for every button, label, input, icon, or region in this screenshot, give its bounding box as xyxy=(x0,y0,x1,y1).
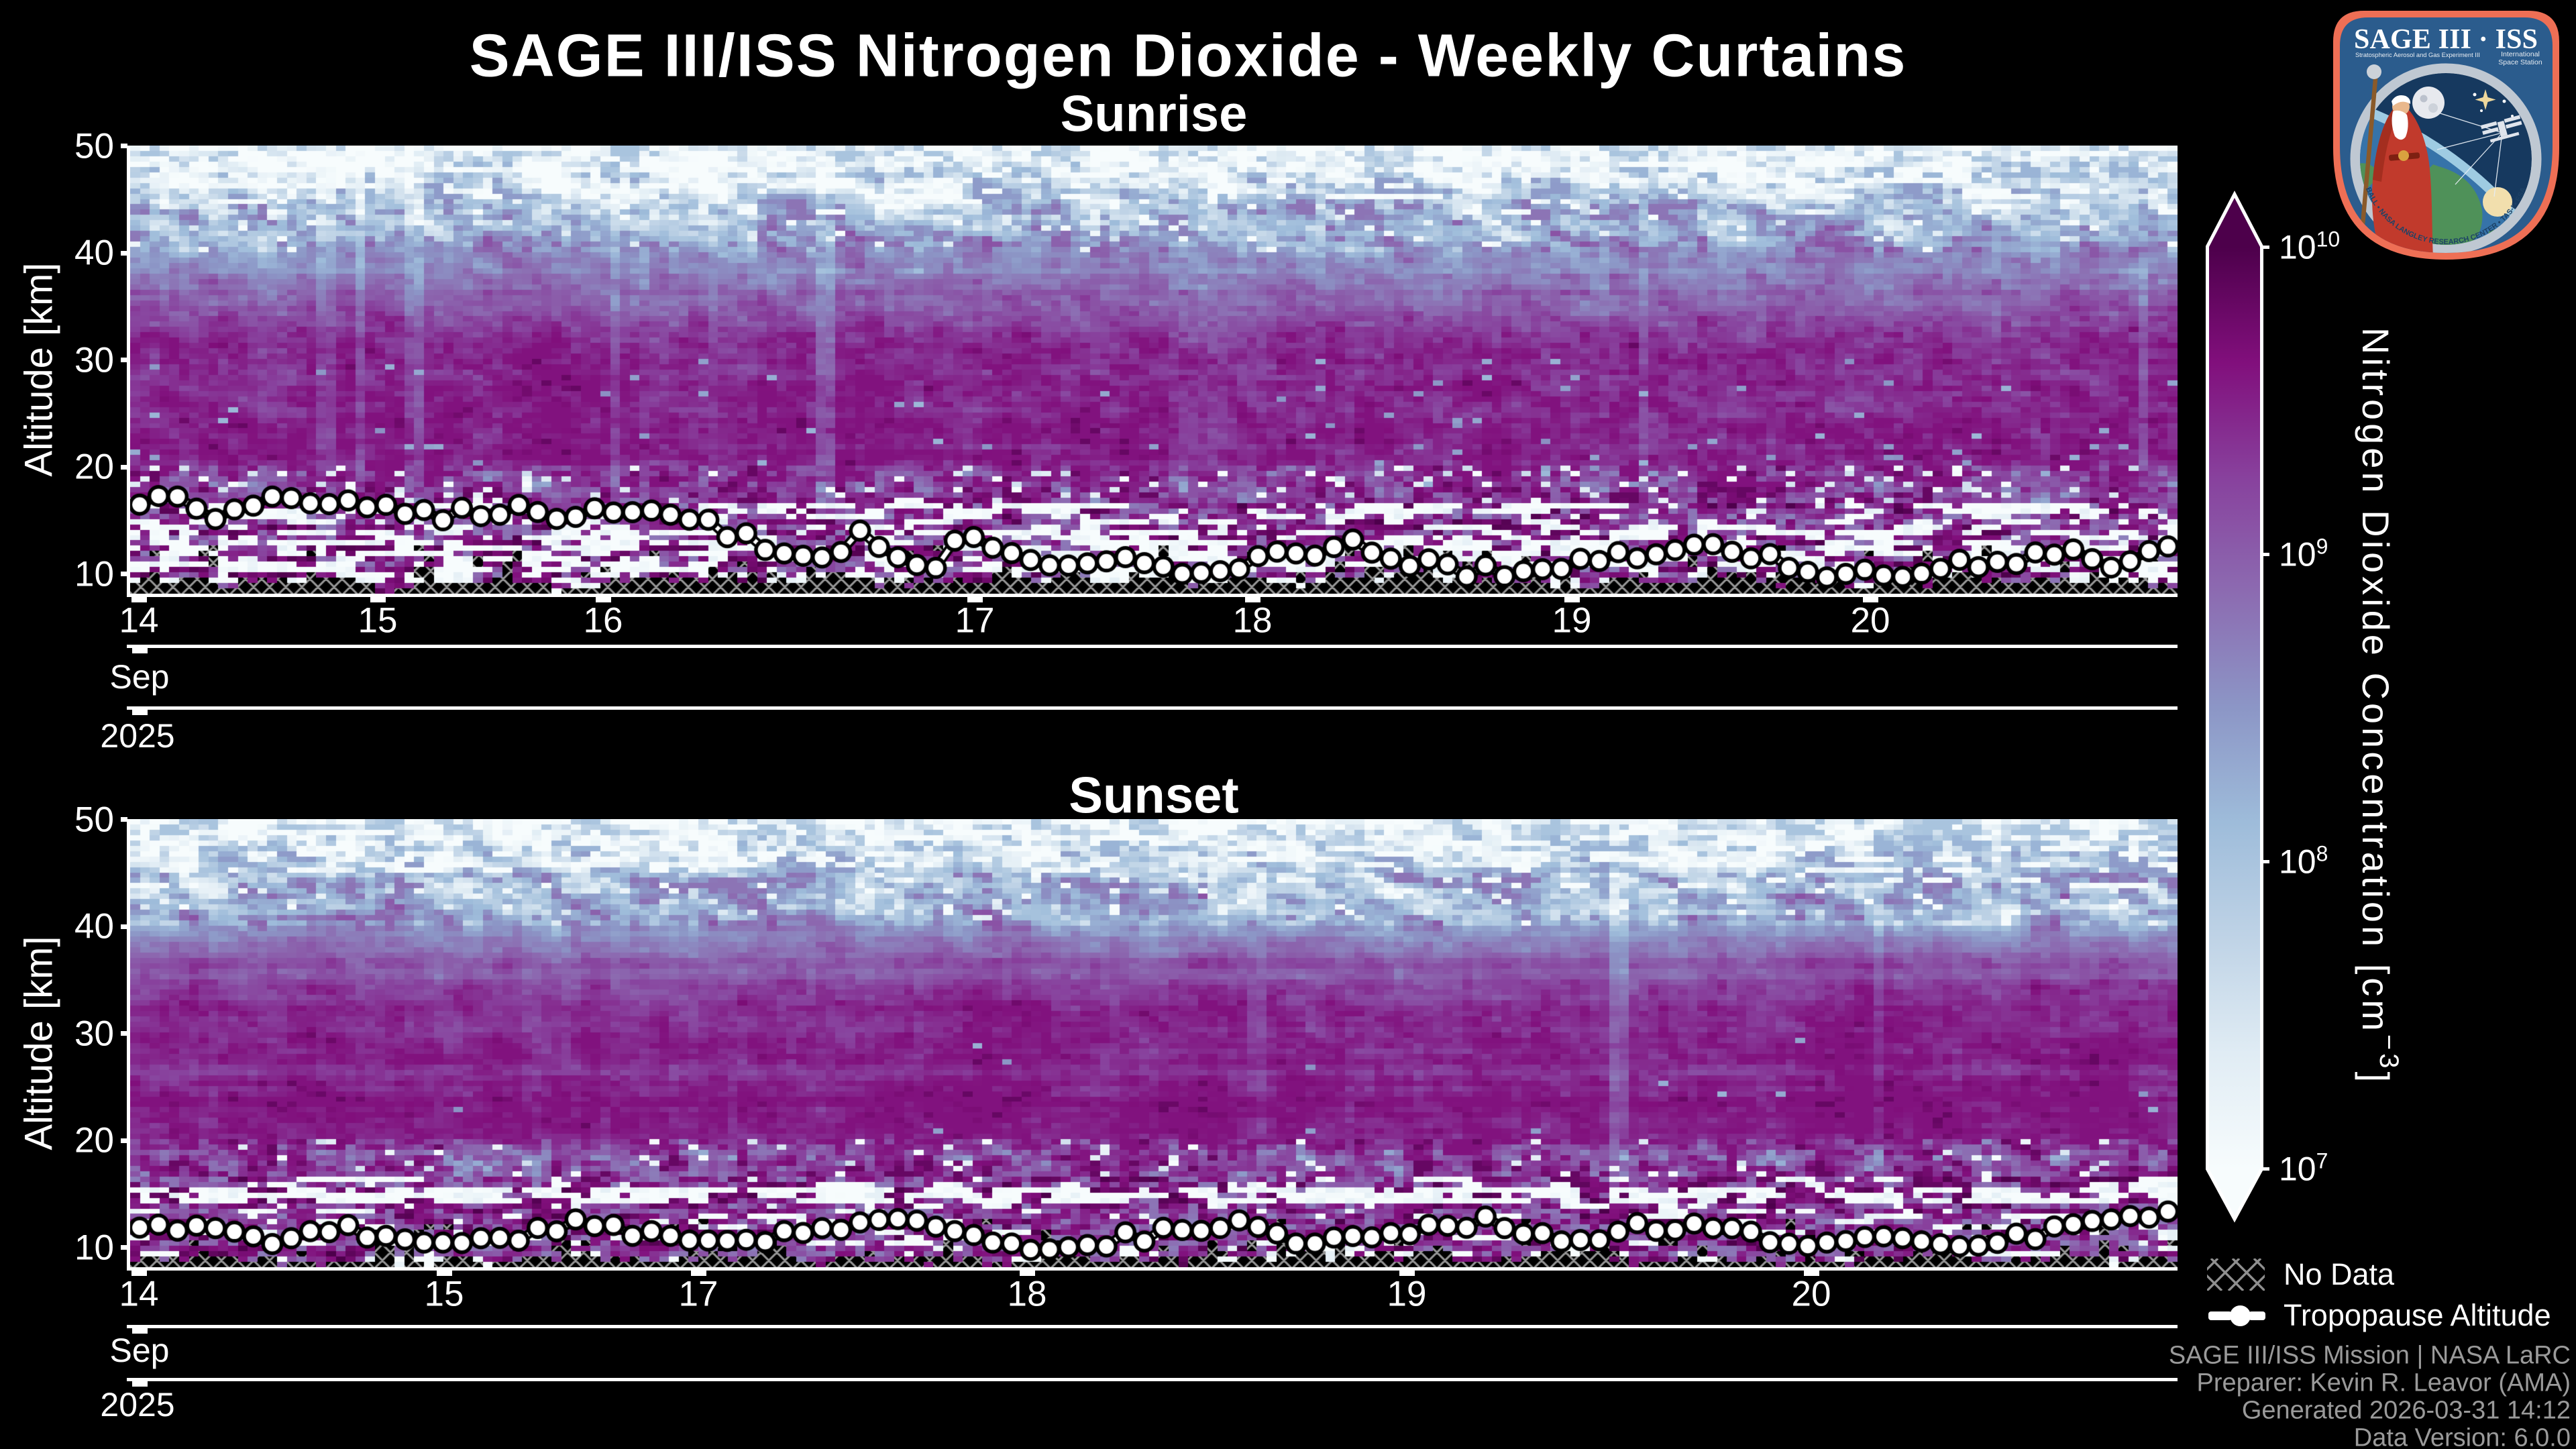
svg-text:International: International xyxy=(2501,50,2540,58)
svg-text:SAGE III · ISS: SAGE III · ISS xyxy=(2354,24,2538,55)
svg-text:Space Station: Space Station xyxy=(2498,58,2542,66)
svg-text:Stratospheric Aerosol and Gas: Stratospheric Aerosol and Gas Experiment… xyxy=(2355,52,2480,58)
